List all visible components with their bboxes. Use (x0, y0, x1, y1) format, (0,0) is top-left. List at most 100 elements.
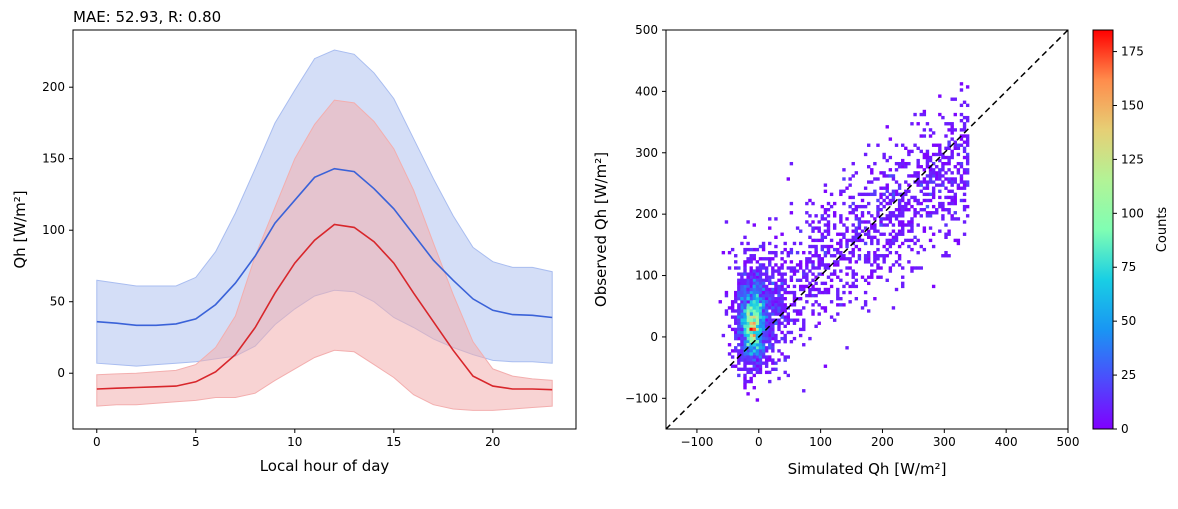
histogram-cell (795, 312, 800, 316)
histogram-cell (743, 235, 747, 240)
histogram-cell (783, 324, 787, 329)
histogram-cell (823, 235, 828, 240)
histogram-cell (740, 275, 744, 279)
histogram-cell (820, 263, 825, 267)
histogram-cell (752, 367, 756, 371)
histogram-cell (965, 134, 970, 138)
histogram-cell (761, 361, 766, 365)
histogram-cell (867, 211, 871, 215)
histogram-cell (842, 290, 846, 295)
histogram-cell (882, 198, 886, 203)
histogram-cell (749, 355, 753, 359)
histogram-cell (941, 115, 945, 120)
histogram-cell (919, 180, 923, 184)
histogram-cell (919, 189, 923, 193)
histogram-cell (755, 293, 760, 298)
histogram-cell (854, 204, 859, 209)
histogram-cell (870, 171, 874, 175)
histogram-cell (746, 349, 750, 353)
histogram-cell (832, 247, 837, 252)
histogram-cell (931, 232, 936, 236)
histogram-cell (752, 293, 756, 298)
histogram-cell (845, 257, 849, 261)
histogram-cell (870, 272, 874, 276)
histogram-cell (743, 260, 747, 264)
histogram-cell (916, 198, 920, 203)
series-0-line (96, 167, 553, 327)
histogram-cell (894, 143, 899, 147)
histogram-cell (755, 309, 760, 313)
histogram-cell (817, 321, 821, 325)
histogram-cell (771, 281, 775, 286)
histogram-cell (873, 229, 877, 233)
histogram-cell (774, 333, 778, 338)
histogram-cell (789, 339, 794, 344)
histogram-cell (746, 284, 750, 289)
histogram-cell (962, 122, 967, 126)
histogram-cell (928, 155, 933, 160)
histogram-cell (743, 247, 747, 252)
histogram-cell (962, 140, 967, 144)
histogram-cell (820, 238, 825, 243)
histogram-cell (749, 257, 753, 261)
histogram-cell (907, 198, 911, 203)
histogram-cell (901, 204, 905, 209)
histogram-cell (783, 260, 787, 264)
histogram-cell (873, 226, 877, 230)
histogram-cell (755, 343, 760, 347)
histogram-cell (768, 346, 772, 350)
histogram-cell (734, 315, 738, 319)
histogram-cell (755, 284, 760, 289)
histogram-cell (956, 161, 961, 166)
histogram-cell (826, 214, 831, 218)
histogram-cell (851, 235, 855, 240)
histogram-cell (774, 306, 778, 310)
histogram-cell (901, 226, 905, 230)
histogram-cell (764, 303, 769, 307)
histogram-cell (743, 250, 747, 255)
histogram-cell (755, 333, 760, 338)
histogram-cell (774, 367, 778, 371)
histogram-cell (749, 287, 753, 292)
histogram-cell (764, 355, 769, 359)
histogram-cell (851, 269, 855, 273)
histogram-cell (758, 293, 763, 298)
histogram-cell (947, 158, 951, 163)
histogram-cell (845, 186, 849, 190)
histogram-cell (941, 208, 945, 212)
histogram-cell (727, 306, 732, 310)
histogram-cell (925, 161, 930, 166)
histogram-cell (730, 315, 735, 319)
histogram-cell (752, 349, 756, 353)
histogram-cell (755, 287, 760, 292)
histogram-cell (755, 336, 760, 341)
histogram-cell (817, 290, 821, 295)
histogram-cell (746, 309, 750, 313)
histogram-cell (891, 223, 896, 227)
histogram-cell (959, 128, 964, 132)
histogram-cell (956, 217, 961, 221)
histogram-cell (786, 318, 790, 322)
histogram-cell (752, 257, 756, 261)
colorbar-tick-label: 150 (1121, 98, 1144, 112)
right-x-tick-label: 300 (933, 435, 956, 449)
histogram-cell (922, 134, 927, 138)
histogram-cell (749, 333, 753, 338)
histogram-cell (755, 275, 760, 279)
histogram-cell (904, 201, 908, 206)
histogram-cell (931, 244, 936, 249)
histogram-cell (928, 158, 933, 163)
histogram-cell (768, 379, 772, 384)
histogram-cell (857, 238, 862, 243)
histogram-cell (879, 195, 883, 200)
histogram-cell (820, 281, 825, 286)
histogram-cell (854, 244, 859, 249)
histogram-cell (758, 275, 763, 279)
histogram-cell (746, 287, 750, 292)
histogram-cell (749, 361, 753, 365)
histogram-cell (737, 297, 741, 301)
histogram-cell (910, 269, 914, 273)
histogram-cell (737, 336, 741, 341)
histogram-cell (870, 238, 874, 243)
histogram-cell (851, 223, 855, 227)
